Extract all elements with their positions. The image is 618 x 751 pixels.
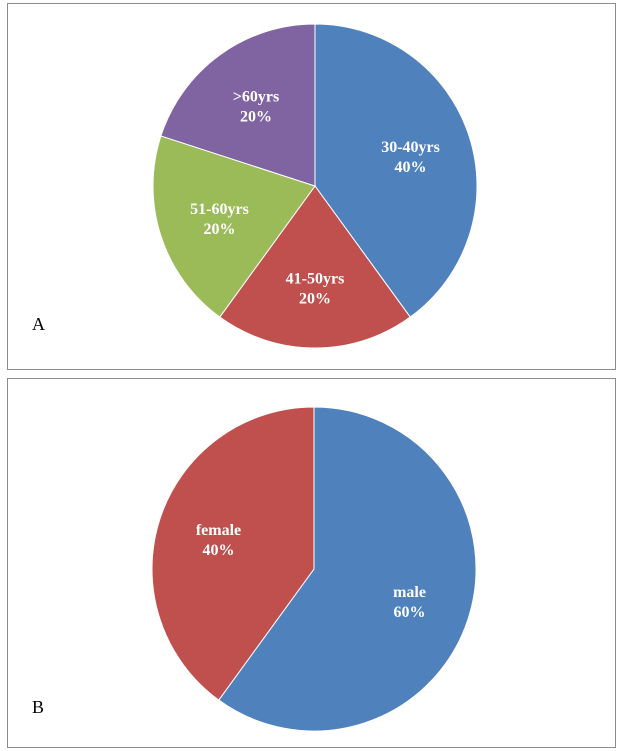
pie-chart-gender: male 60% female 40% [151,406,477,732]
pie-chart-age: 30-40yrs 40% 41-50yrs 20% 51-60yrs 20% >60yrs 2… [152,23,478,349]
pie-slice-male [218,406,477,732]
pie-slice-female [151,406,315,701]
slice-category-label: 51-60yrs [190,201,249,218]
slice-percent-label: 60% [394,604,426,621]
slice-percent-label: 20% [240,109,272,126]
slice-category-label: 41-50yrs [286,270,345,287]
slice-label: 30-40yrs 40% [381,139,440,176]
pie-slice-60yrs [160,23,316,187]
slice-category-label: 30-40yrs [381,139,440,156]
panel-label-b: B [32,697,45,717]
slice-label: male 60% [393,584,426,621]
slice-category-label: male [393,584,426,601]
slice-category-label: >60yrs [233,89,279,106]
slice-label: 41-50yrs 20% [286,270,345,307]
pie-slice-30-40yrs [314,23,478,318]
slice-label: female 40% [196,522,241,559]
slice-percent-label: 20% [299,290,331,307]
chart-panel-a: 30-40yrs 40% 41-50yrs 20% 51-60yrs 20% >60yrs 2… [7,3,616,370]
slice-label: >60yrs 20% [233,89,279,126]
slice-percent-label: 40% [395,159,427,176]
slice-label: 51-60yrs 20% [190,201,249,238]
slice-percent-label: 40% [202,542,234,559]
slice-percent-label: 20% [203,221,235,238]
chart-panel-b: male 60% female 40% B [7,378,616,748]
pie-slice-51-60yrs [152,135,316,318]
panel-label-a: A [32,314,45,334]
pie-slice-41-50yrs [219,185,411,349]
slice-category-label: female [196,522,241,539]
